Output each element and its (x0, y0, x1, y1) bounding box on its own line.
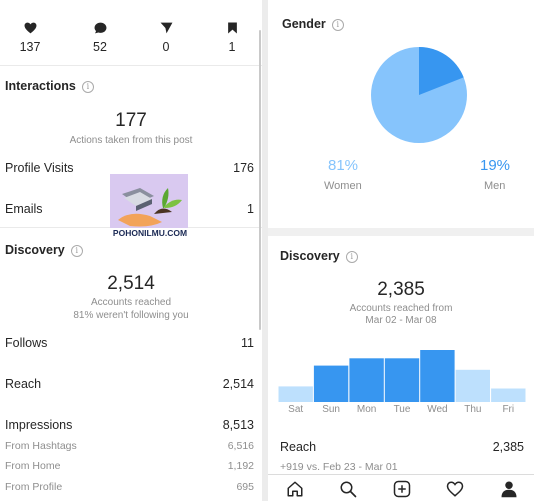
post-stats-row: 137 52 0 1 (0, 0, 262, 66)
gender-pie-chart (371, 47, 467, 143)
info-icon[interactable]: i (331, 19, 344, 31)
likes-stat: 137 (0, 22, 60, 54)
reach-label: Reach (5, 377, 42, 391)
follows-label: Follows (5, 336, 48, 350)
reach-row: Reach 2,514 (5, 377, 254, 391)
bookmark-icon (227, 22, 237, 34)
from-profile-row: From Profile 695 (5, 481, 254, 493)
info-icon[interactable]: i (345, 251, 358, 263)
comments-count: 52 (93, 40, 107, 54)
accounts-reached-count: 2,514 (107, 273, 155, 294)
saves-count: 1 (228, 40, 236, 54)
from-hashtags-label: From Hashtags (5, 440, 77, 452)
comment-icon (94, 22, 106, 34)
accounts-reached-right-label: Accounts reached from (349, 303, 453, 314)
actions-label: Actions taken from this post (69, 135, 193, 146)
day-label-sat: Sat (288, 404, 304, 415)
reach-right-row: Reach 2,385 (280, 440, 524, 454)
daily-reach-bar-chart (278, 350, 526, 402)
from-profile-label: From Profile (5, 481, 63, 493)
discovery-right-title: Discovery (280, 249, 340, 263)
emails-row: Emails 1 (5, 202, 254, 216)
discovery-right-header: Discovery i (280, 249, 358, 263)
from-hashtags-value: 6,516 (227, 440, 254, 452)
emails-label: Emails (5, 202, 43, 216)
saves-stat: 1 (202, 22, 262, 54)
info-icon[interactable]: i (81, 81, 94, 93)
shares-count: 0 (162, 40, 170, 54)
accounts-reached-label: Accounts reached (90, 297, 172, 308)
women-percent: 81% (328, 157, 359, 174)
watermark-text: POHONILMU.COM (104, 228, 196, 238)
from-profile-value: 695 (236, 481, 254, 493)
emails-value: 1 (247, 202, 254, 216)
search-icon[interactable] (339, 480, 357, 498)
watermark-logo: POHONILMU.COM (104, 174, 196, 238)
activity-heart-icon[interactable] (446, 480, 464, 498)
impressions-row: Impressions 8,513 (5, 418, 254, 432)
day-label-fri: Fri (502, 404, 515, 415)
profile-visits-row: Profile Visits 176 (5, 161, 254, 175)
heart-icon (24, 22, 36, 34)
from-home-row: From Home 1,192 (5, 460, 254, 472)
day-label-mon: Mon (356, 404, 377, 415)
women-label: Women (324, 180, 362, 192)
day-label-sun: Sun (322, 404, 340, 415)
bar-sun (313, 365, 349, 402)
send-icon (160, 22, 172, 34)
add-post-icon[interactable] (393, 480, 411, 498)
not-following-note: 81% weren't following you (73, 310, 189, 321)
follows-value: 11 (241, 336, 254, 350)
discovery-title: Discovery (5, 243, 65, 257)
bar-tue (384, 358, 420, 402)
profile-visits-label: Profile Visits (5, 161, 74, 175)
shares-stat: 0 (136, 22, 196, 54)
profile-visits-value: 176 (233, 161, 254, 175)
actions-count: 177 (115, 110, 147, 131)
info-icon[interactable]: i (70, 245, 83, 257)
bottom-navigation-bar (268, 474, 534, 501)
bar-fri (491, 388, 526, 402)
accounts-reached-right-count: 2,385 (377, 279, 425, 300)
comments-stat: 52 (70, 22, 130, 54)
follows-row: Follows 11 (5, 336, 254, 350)
reach-value: 2,514 (222, 377, 254, 391)
interactions-title: Interactions (5, 79, 76, 93)
gender-title: Gender (282, 17, 326, 31)
home-icon[interactable] (286, 480, 304, 498)
bar-thu (455, 369, 490, 402)
from-home-value: 1,192 (227, 460, 254, 472)
reach-comparison-text: +919 vs. Feb 23 - Mar 01 (280, 461, 398, 473)
men-label: Men (484, 180, 506, 192)
gender-header: Gender i (282, 17, 344, 31)
post-insights-left-panel: 137 52 0 1 Interactions i 177 Actions tak… (0, 0, 262, 501)
scrollbar[interactable] (259, 30, 261, 330)
discovery-header: Discovery i (5, 243, 83, 257)
pie-slice-men (419, 47, 464, 95)
book-plant-illustration (118, 188, 182, 227)
from-hashtags-row: From Hashtags 6,516 (5, 440, 254, 452)
reach-right-label: Reach (280, 440, 317, 454)
impressions-label: Impressions (5, 418, 73, 432)
post-insights-right-panel: Gender i 81% Women 19% Men Discovery i 2,3… (268, 0, 534, 501)
bar-sat (278, 386, 313, 402)
men-percent: 19% (480, 157, 511, 174)
from-home-label: From Home (5, 460, 61, 472)
day-label-tue: Tue (393, 404, 411, 415)
likes-count: 137 (19, 40, 41, 54)
impressions-value: 8,513 (222, 418, 254, 432)
reach-right-value: 2,385 (492, 440, 524, 454)
day-label-thu: Thu (464, 404, 482, 415)
date-range: Mar 02 - Mar 08 (365, 315, 437, 326)
reach-comparison: +919 vs. Feb 23 - Mar 01 (280, 461, 526, 473)
day-label-wed: Wed (427, 404, 448, 415)
bar-mon (349, 358, 384, 402)
interactions-header: Interactions i (5, 79, 94, 93)
profile-icon[interactable] (500, 480, 518, 498)
section-divider (268, 228, 534, 236)
bar-wed (420, 350, 455, 402)
